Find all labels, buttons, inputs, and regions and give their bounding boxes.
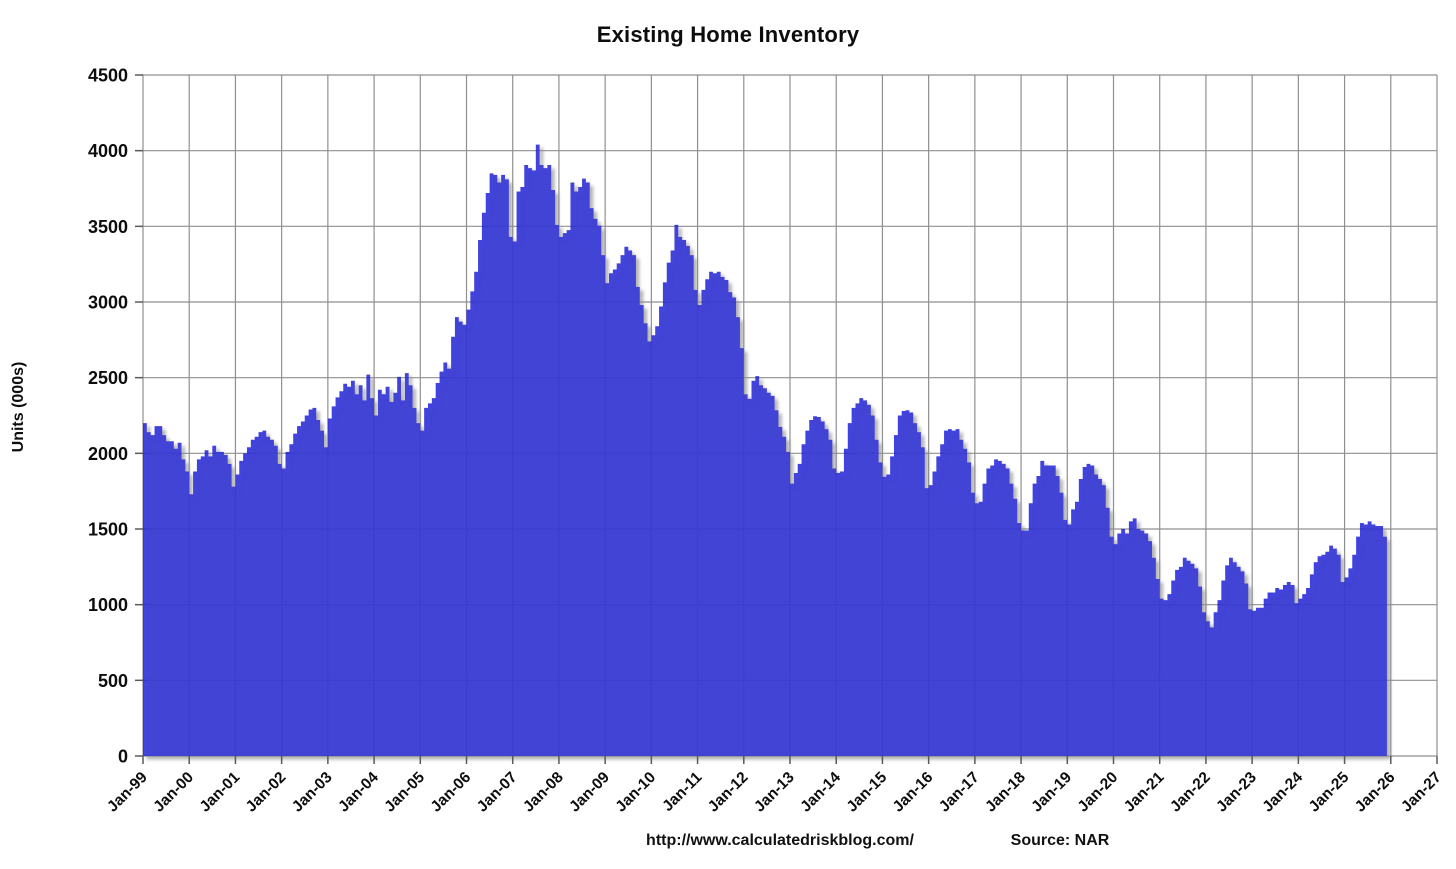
x-tick-label: Jan-05 — [381, 769, 428, 816]
x-tick-label: Jan-24 — [1259, 769, 1306, 816]
x-tick-label: Jan-99 — [104, 769, 151, 816]
y-tick-label: 3500 — [88, 217, 128, 237]
x-tick-label: Jan-07 — [474, 769, 521, 816]
y-tick-label: 0 — [118, 747, 128, 767]
y-tick-label: 2000 — [88, 444, 128, 464]
y-tick-label: 2500 — [88, 368, 128, 388]
x-tick-label: Jan-26 — [1352, 769, 1399, 816]
x-tick-label: Jan-10 — [612, 769, 659, 816]
x-tick-label: Jan-22 — [1167, 769, 1214, 816]
x-tick-label: Jan-03 — [289, 769, 336, 816]
y-axis-title: Units (000s) — [10, 361, 27, 453]
y-tick-label: 1000 — [88, 595, 128, 615]
chart-title: Existing Home Inventory — [596, 22, 860, 47]
y-tick-label: 3000 — [88, 293, 128, 313]
x-tick-label: Jan-06 — [428, 769, 475, 816]
x-tick-label: Jan-00 — [150, 769, 197, 816]
bars-layer — [143, 144, 1387, 757]
x-tick-label: Jan-01 — [196, 769, 243, 816]
footer-url: http://www.calculatedriskblog.com/ — [646, 832, 914, 849]
axis-ticks-layer — [135, 74, 1438, 764]
inventory-bars — [143, 144, 1387, 757]
x-tick-label: Jan-12 — [705, 769, 752, 816]
x-tick-label: Jan-20 — [1075, 769, 1122, 816]
x-tick-label: Jan-25 — [1306, 769, 1353, 816]
x-tick-label: Jan-09 — [566, 769, 613, 816]
y-tick-label: 4500 — [88, 66, 128, 86]
footer-source: Source: NAR — [1010, 832, 1110, 849]
x-tick-label: Jan-13 — [751, 769, 798, 816]
x-tick-label: Jan-19 — [1028, 769, 1075, 816]
x-tick-label: Jan-27 — [1398, 769, 1445, 816]
x-tick-label: Jan-08 — [520, 769, 567, 816]
x-tick-label: Jan-15 — [843, 769, 890, 816]
x-tick-label: Jan-23 — [1213, 769, 1260, 816]
y-tick-label: 4000 — [88, 141, 128, 161]
x-tick-label: Jan-16 — [890, 769, 937, 816]
x-tick-label: Jan-02 — [243, 769, 290, 816]
x-tick-label: Jan-14 — [797, 769, 844, 816]
y-tick-label: 500 — [98, 671, 128, 691]
x-tick-label: Jan-17 — [936, 769, 983, 816]
x-tick-label: Jan-11 — [659, 769, 705, 815]
x-tick-label: Jan-04 — [335, 769, 382, 816]
x-tick-label: Jan-18 — [982, 769, 1029, 816]
x-tick-label: Jan-21 — [1121, 769, 1168, 816]
y-tick-label: 1500 — [88, 520, 128, 540]
